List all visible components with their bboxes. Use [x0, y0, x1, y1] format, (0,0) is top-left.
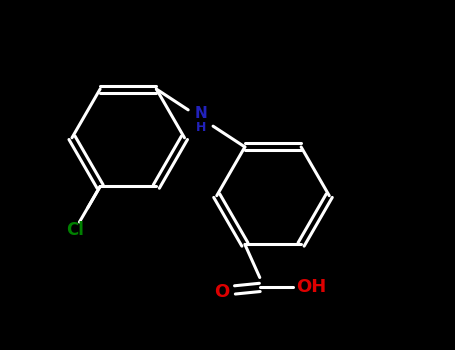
Text: H: H [196, 121, 206, 134]
Text: OH: OH [296, 278, 326, 296]
Text: Cl: Cl [66, 220, 84, 238]
Text: O: O [214, 282, 229, 301]
Text: N: N [194, 106, 207, 120]
